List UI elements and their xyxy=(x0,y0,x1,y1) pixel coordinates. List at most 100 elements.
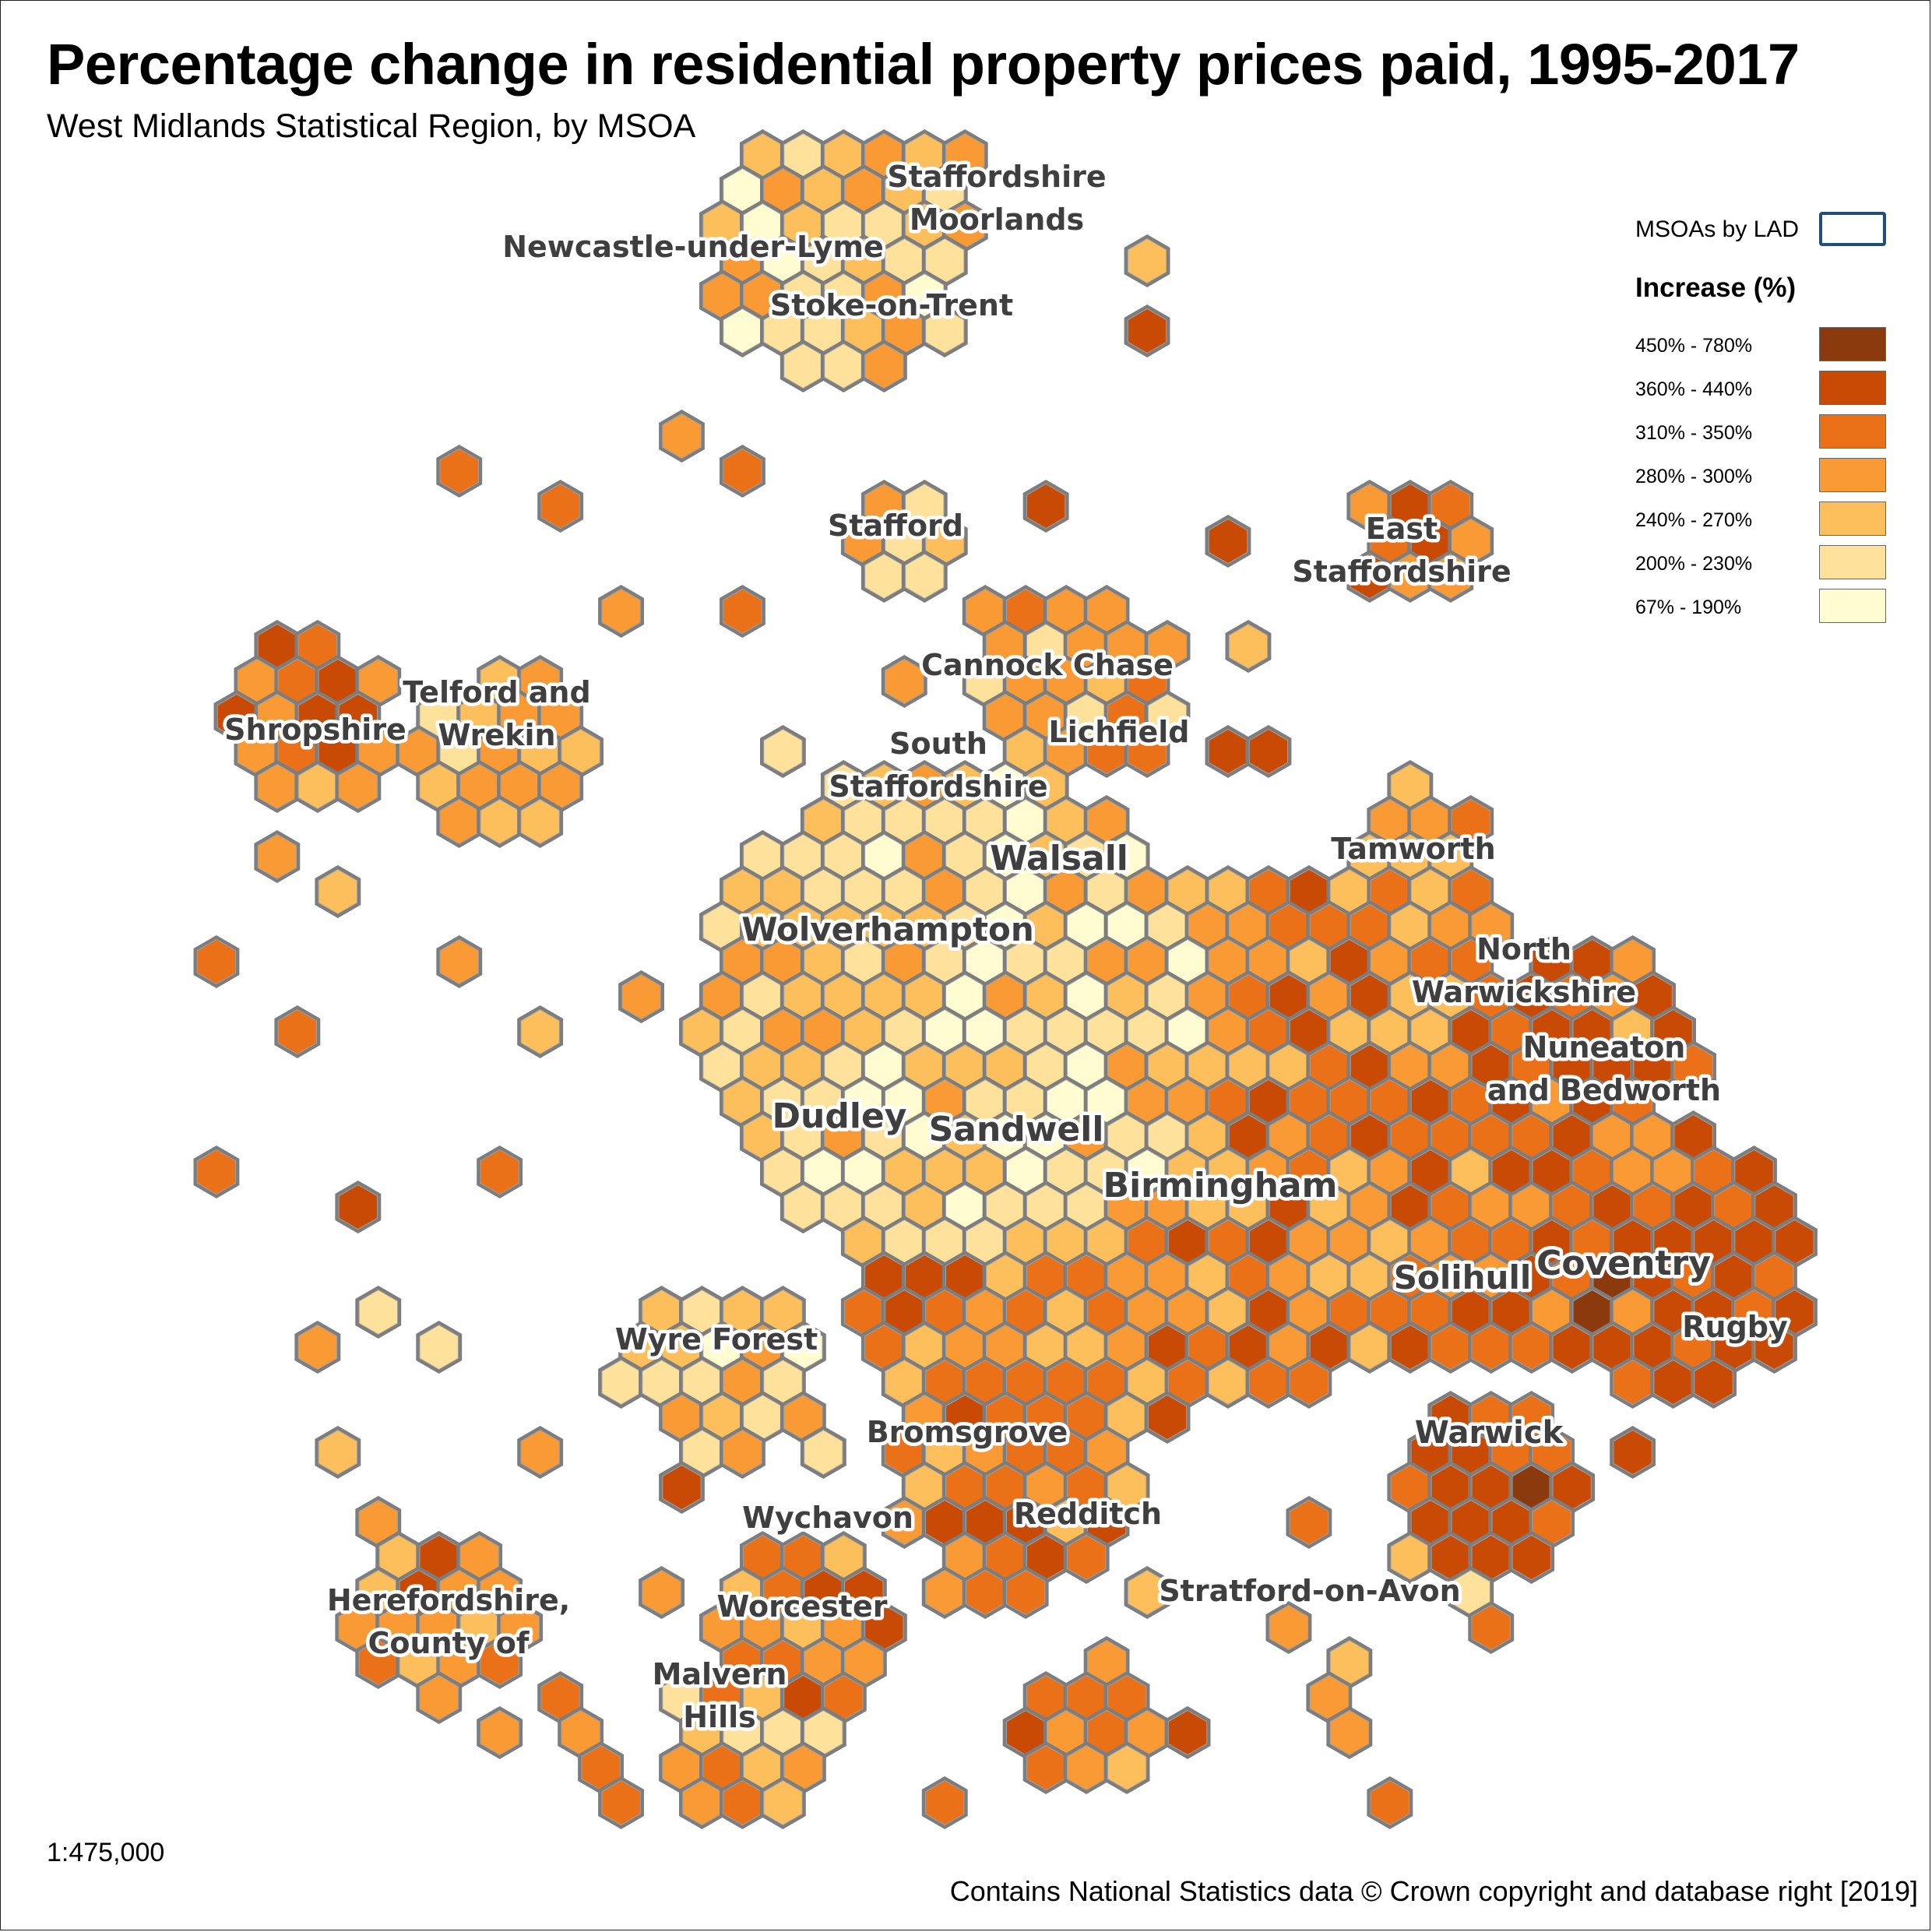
msoa-hex xyxy=(662,413,702,459)
msoa-hex xyxy=(338,763,378,810)
msoa-hex xyxy=(540,483,580,530)
region-label-nuneaton-and-bedworth: Nuneaton and Bedworth xyxy=(1487,1030,1721,1107)
legend-class-swatch xyxy=(1819,414,1886,449)
region-label-line: Lichfield xyxy=(1049,715,1190,749)
region-label-shropshire: Shropshire xyxy=(224,713,406,747)
region-label-line: South xyxy=(889,727,987,761)
msoa-hex xyxy=(905,553,945,600)
legend-boundary-label: MSOAs by LAD xyxy=(1635,216,1800,242)
legend-class-swatch xyxy=(1819,327,1886,361)
msoa-hex xyxy=(601,588,641,635)
legend-class-label: 67% - 190% xyxy=(1635,596,1742,618)
region-label-line: Stafford xyxy=(828,509,963,543)
region-label-line: Staffordshire xyxy=(829,769,1047,804)
legend-class-label: 310% - 350% xyxy=(1635,422,1753,444)
legend-class-label: 280% - 300% xyxy=(1635,466,1753,487)
region-label-line: and Bedworth xyxy=(1487,1073,1721,1107)
legend-title: Increase (%) xyxy=(1635,273,1797,303)
msoa-hex xyxy=(723,448,762,494)
region-label-birmingham: Birmingham xyxy=(1103,1166,1338,1205)
msoa-hex xyxy=(1147,1394,1188,1441)
legend-boundary-swatch xyxy=(1819,212,1886,246)
msoa-hex xyxy=(1289,1359,1329,1406)
map-subtitle: West Midlands Statistical Region, by MSO… xyxy=(47,107,696,145)
msoa-hex xyxy=(1127,728,1167,775)
msoa-hex xyxy=(621,973,661,1020)
msoa-hex xyxy=(925,1779,965,1826)
region-label-walsall: Walsall xyxy=(990,839,1128,878)
region-label-wyre-forest: Wyre Forest xyxy=(615,1322,818,1357)
region-label-wolverhampton: Wolverhampton xyxy=(741,910,1034,948)
msoa-hex xyxy=(520,798,560,845)
legend-class-swatch xyxy=(1819,501,1886,536)
legend-class-row: 240% - 270% xyxy=(1635,501,1916,536)
region-label-line: Nuneaton xyxy=(1523,1030,1686,1065)
msoa-hex xyxy=(318,868,357,915)
msoa-hex xyxy=(804,1429,843,1476)
region-label-line: Worcester xyxy=(716,1589,887,1624)
msoa-hex xyxy=(338,1184,378,1230)
msoa-hex xyxy=(925,308,965,354)
region-label-bromsgrove: Bromsgrove xyxy=(867,1415,1068,1449)
msoa-hex xyxy=(1269,1604,1309,1651)
region-label-line: Solihull xyxy=(1394,1258,1532,1297)
region-label-line: Walsall xyxy=(990,839,1128,878)
region-label-line: Bromsgrove xyxy=(867,1415,1068,1449)
region-label-telford-and-wrekin: Telford and Wrekin xyxy=(403,675,590,752)
msoa-hex xyxy=(723,1429,762,1476)
region-label-lichfield: Lichfield xyxy=(1049,715,1190,749)
map-title: Percentage change in residential propert… xyxy=(47,32,1800,97)
region-label-line: East xyxy=(1366,512,1438,546)
region-label-solihull: Solihull xyxy=(1394,1258,1532,1297)
msoa-hex xyxy=(1006,1569,1046,1616)
region-label-line: Staffordshire xyxy=(1292,554,1511,589)
msoa-hex xyxy=(196,1149,237,1195)
region-label-stafford: Stafford xyxy=(828,509,963,543)
msoa-hex xyxy=(1127,238,1167,284)
legend-class-row: 310% - 350% xyxy=(1635,414,1916,449)
msoa-hex xyxy=(1289,1499,1329,1546)
region-label-stoke-on-trent: Stoke-on-Trent xyxy=(770,288,1013,322)
msoa-hex xyxy=(1754,1324,1794,1371)
msoa-hex xyxy=(1248,728,1289,775)
region-label-line: Redditch xyxy=(1014,1497,1162,1531)
msoa-hex xyxy=(1107,1744,1147,1791)
msoa-hex xyxy=(1694,1359,1733,1406)
msoa-hex xyxy=(480,1639,519,1686)
legend-class-label: 240% - 270% xyxy=(1635,509,1753,531)
region-label-line: Dudley xyxy=(772,1096,907,1136)
region-label-coventry: Coventry xyxy=(1536,1244,1711,1283)
region-label-line: Staffordshire xyxy=(887,160,1106,194)
region-label-line: Stoke-on-Trent xyxy=(770,288,1013,322)
msoa-hex xyxy=(439,448,479,494)
msoa-hex xyxy=(1026,483,1066,530)
msoa-hex xyxy=(864,343,904,389)
region-label-redditch: Redditch xyxy=(1014,1497,1162,1531)
msoa-hex xyxy=(1228,623,1269,670)
msoa-hex xyxy=(885,658,924,705)
region-label-line: Newcastle-under-Lyme xyxy=(502,230,884,264)
legend-class-row: 280% - 300% xyxy=(1635,458,1916,492)
msoa-hex xyxy=(763,1779,803,1826)
legend-class-swatch xyxy=(1819,545,1886,579)
msoa-hex xyxy=(1329,1709,1369,1756)
msoa-hex xyxy=(419,1674,459,1721)
region-label-wychavon: Wychavon xyxy=(742,1501,913,1535)
region-label-line: Telford and xyxy=(403,675,590,709)
msoa-hex xyxy=(480,1149,519,1195)
region-label-line: Malvern xyxy=(653,1657,787,1691)
region-label-line: Cannock Chase xyxy=(921,648,1174,682)
msoa-hex xyxy=(1613,1429,1652,1476)
msoa-hex xyxy=(277,1008,317,1055)
msoa-hex xyxy=(642,1569,681,1616)
region-label-line: County of xyxy=(368,1626,530,1660)
region-label-line: Moorlands xyxy=(910,202,1084,237)
region-label-line: Rugby xyxy=(1682,1310,1788,1344)
region-label-rugby: Rugby xyxy=(1682,1310,1788,1344)
msoa-hex xyxy=(662,1464,702,1511)
msoa-hex xyxy=(439,938,479,985)
msoa-hex xyxy=(196,938,237,985)
msoa-hex xyxy=(318,1429,357,1476)
legend-class-label: 450% - 780% xyxy=(1635,335,1753,357)
